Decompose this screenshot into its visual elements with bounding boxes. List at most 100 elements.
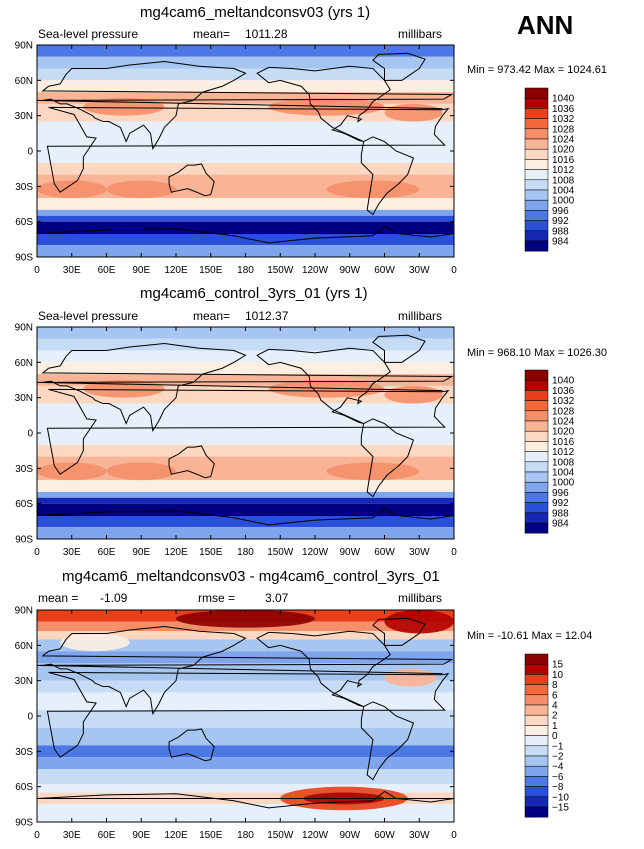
colorbar-swatch	[524, 704, 549, 716]
y-tick-label: 60S	[15, 782, 33, 793]
panel3-mean-label: mean =	[38, 591, 79, 605]
colorbar-label: 996	[552, 206, 569, 217]
panel1-title: mg4cam6_meltandconsv03 (yrs 1)	[140, 4, 371, 21]
x-tick-label: 120W	[302, 830, 329, 841]
colorbar-label: 1036	[552, 104, 575, 115]
panel3-rmse-label: rmse =	[198, 591, 236, 605]
field-fill	[37, 327, 454, 539]
coastline	[372, 617, 426, 646]
contour-band	[37, 215, 454, 222]
colorbar-label: 984	[552, 519, 569, 530]
contour-band	[37, 350, 454, 363]
contour-cell	[60, 633, 130, 652]
coastline	[37, 625, 454, 716]
x-tick-label: 0	[451, 830, 457, 841]
panel3-units: millibars	[398, 591, 443, 605]
colorbar-label: 1020	[552, 427, 575, 438]
x-tick-label: 180	[237, 547, 254, 558]
coastline	[256, 347, 391, 425]
contour-band	[37, 198, 454, 210]
colorbar-label: 1024	[552, 135, 575, 146]
x-tick-label: 0	[451, 265, 457, 276]
contour-band	[37, 56, 454, 69]
colorbar-label: 1004	[552, 468, 575, 479]
x-tick-label: 60W	[374, 265, 395, 276]
colorbar-label: 8	[552, 680, 558, 691]
y-tick-label: 90N	[15, 323, 33, 334]
colorbar-label: 992	[552, 498, 569, 509]
colorbar-label: 1028	[552, 124, 575, 135]
colorbar-label: 0	[552, 731, 558, 742]
contour-band	[37, 444, 454, 457]
colorbar-label: 1000	[552, 478, 575, 489]
y-tick-label: 60N	[15, 76, 33, 87]
panel1-mean-label: mean=	[193, 27, 231, 41]
coastline	[360, 701, 415, 781]
contour-band	[37, 68, 454, 81]
colorbar-swatch	[524, 725, 549, 736]
colorbar-label: 1012	[552, 447, 575, 458]
x-tick-label: 30W	[409, 547, 430, 558]
colorbar-label: −8	[552, 782, 564, 793]
panel2-mean-value: 1012.37	[245, 309, 289, 323]
contour-band	[37, 727, 454, 746]
x-tick-label: 90E	[132, 547, 150, 558]
colorbar-swatch	[524, 684, 549, 696]
colorbar-label: 1020	[552, 145, 575, 156]
colorbar-label: 1	[552, 721, 558, 732]
contour-cell	[326, 462, 420, 481]
colorbar-swatch	[524, 796, 549, 808]
colorbar-swatch	[524, 735, 549, 747]
x-tick-label: 90W	[339, 830, 360, 841]
coastline	[360, 418, 415, 498]
field-fill	[37, 610, 454, 822]
field-fill	[37, 45, 454, 257]
colorbar-swatch	[524, 653, 549, 665]
panel3-mean-value: -1.09	[100, 591, 128, 605]
contour-band	[37, 631, 454, 640]
contour-cell	[268, 380, 385, 398]
colorbar-label: 984	[552, 237, 569, 248]
colorbar-swatch	[524, 240, 549, 252]
coastline	[256, 630, 391, 708]
panel2-mean-label: mean=	[193, 309, 231, 323]
x-tick-label: 150W	[267, 830, 294, 841]
contour-cell	[326, 180, 420, 199]
contour-band	[37, 209, 454, 216]
colorbar-label: 992	[552, 216, 569, 227]
contour-band	[37, 491, 454, 498]
coastline	[37, 342, 454, 433]
coastline	[46, 671, 450, 758]
colorbar-label: 1028	[552, 406, 575, 417]
panel2-minmax: Min = 968.10 Max = 1026.30	[467, 347, 608, 359]
contour-cell	[37, 462, 107, 481]
contour-cell	[268, 98, 385, 116]
x-tick-label: 120W	[302, 265, 329, 276]
x-tick-label: 0	[34, 547, 40, 558]
x-tick-label: 120E	[164, 265, 188, 276]
contour-band	[37, 121, 454, 137]
x-tick-label: 30E	[63, 265, 81, 276]
contour-band	[37, 362, 454, 375]
x-tick-label: 60E	[98, 830, 116, 841]
colorbar-swatch	[524, 755, 549, 767]
y-tick-label: 0	[27, 712, 33, 723]
colorbar-swatch	[524, 522, 549, 534]
contour-band	[37, 327, 454, 339]
contour-band	[37, 221, 454, 234]
panel3-title: mg4cam6_meltandconsv03 - mg4cam6_control…	[62, 568, 440, 585]
x-tick-label: 150E	[199, 547, 223, 558]
contour-band	[37, 710, 454, 728]
panel1-mean-value: 1011.28	[245, 27, 288, 41]
panel2-variable: Sea-level pressure	[38, 309, 139, 323]
colorbar-label: 1040	[552, 376, 575, 387]
panel1-variable: Sea-level pressure	[38, 27, 139, 41]
colorbar-label: 4	[552, 701, 558, 712]
x-tick-label: 120W	[302, 547, 329, 558]
coastline	[37, 507, 454, 526]
